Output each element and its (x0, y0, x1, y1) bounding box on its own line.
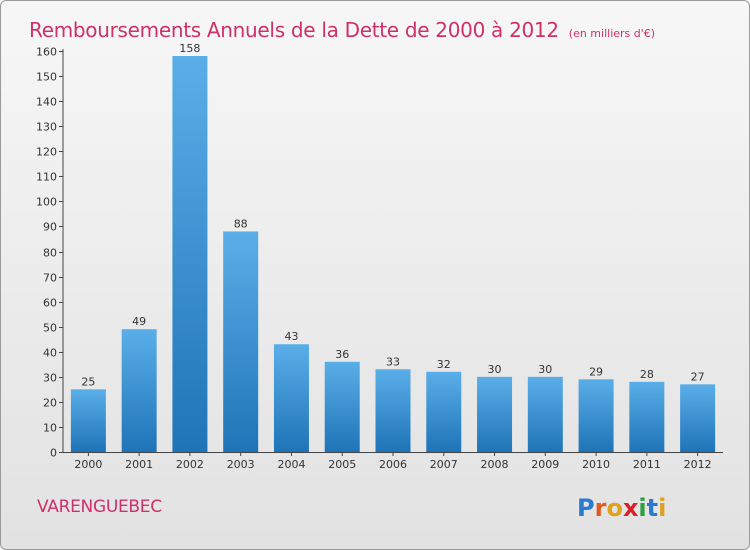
x-tick-label: 2011 (633, 458, 661, 471)
bars: 25 49 158 88 43 36 33 32 30 30 29 28 27 (70, 42, 716, 452)
bar (375, 369, 411, 452)
y-tick-label: 0 (50, 447, 57, 460)
bar (527, 376, 563, 452)
bar-value-label: 28 (640, 368, 654, 381)
bar (426, 371, 462, 452)
bar-value-label: 33 (386, 355, 400, 368)
svg-text:Proxiti: Proxiti (577, 494, 666, 522)
unit-label: (en milliers d'€) (568, 27, 656, 40)
chart-title: Remboursements Annuels de la Dette de 20… (29, 7, 655, 45)
y-tick-label: 10 (43, 422, 57, 435)
x-tick-label: 2008 (481, 458, 509, 471)
bar-value-label: 158 (179, 42, 200, 55)
y-tick-label: 80 (43, 247, 57, 260)
y-tick-label: 150 (36, 71, 57, 84)
bar (223, 231, 259, 452)
commune-name: VARENGUEBEC (37, 497, 162, 517)
x-tick-label: 2010 (582, 458, 610, 471)
y-tick-label: 90 (43, 221, 57, 234)
x-tick-label: 2001 (125, 458, 153, 471)
bar-value-label: 88 (234, 217, 248, 230)
proxiti-logo: Proxiti (577, 494, 666, 522)
x-tick-label: 2002 (176, 458, 204, 471)
y-tick-label: 30 (43, 372, 57, 385)
bar (477, 376, 513, 452)
y-tick-label: 130 (36, 121, 57, 134)
bar-value-label: 25 (81, 375, 95, 388)
y-tick-label: 50 (43, 322, 57, 335)
bar (680, 384, 716, 452)
x-axis: 2000 2001 2002 2003 2004 2005 2006 2007 2008 2009… (63, 452, 723, 471)
x-tick-label: 2005 (328, 458, 356, 471)
x-tick-label: 2003 (227, 458, 255, 471)
y-tick-label: 140 (36, 96, 57, 109)
bar (121, 329, 157, 452)
y-tick-label: 60 (43, 297, 57, 310)
bar-value-label: 27 (691, 370, 705, 383)
bar (578, 379, 614, 452)
x-tick-label: 2004 (277, 458, 305, 471)
bar (172, 56, 208, 452)
y-tick-label: 20 (43, 397, 57, 410)
y-axis: 0 10 20 30 40 50 60 70 80 90 100 110 120 130 140 150 160 (36, 46, 64, 460)
bar-value-label: 30 (488, 363, 502, 376)
y-tick-label: 40 (43, 347, 57, 360)
y-tick-label: 120 (36, 146, 57, 159)
bar-value-label: 43 (284, 330, 298, 343)
x-tick-label: 2009 (531, 458, 559, 471)
bar-value-label: 30 (538, 363, 552, 376)
bar-value-label: 36 (335, 348, 349, 361)
y-tick-label: 100 (36, 196, 57, 209)
x-tick-label: 2007 (430, 458, 458, 471)
x-tick-label: 2000 (74, 458, 102, 471)
bar-value-label: 32 (437, 358, 451, 371)
bar (324, 361, 360, 452)
bar (70, 389, 106, 452)
bar-value-label: 29 (589, 365, 603, 378)
bar-value-label: 49 (132, 315, 146, 328)
y-tick-label: 160 (36, 46, 57, 59)
chart-title-text: Remboursements Annuels de la Dette de 20… (29, 18, 559, 42)
y-tick-label: 70 (43, 272, 57, 285)
bar (273, 344, 309, 452)
x-tick-label: 2012 (684, 458, 712, 471)
x-tick-label: 2006 (379, 458, 407, 471)
y-tick-label: 110 (36, 171, 57, 184)
bar (629, 381, 665, 452)
